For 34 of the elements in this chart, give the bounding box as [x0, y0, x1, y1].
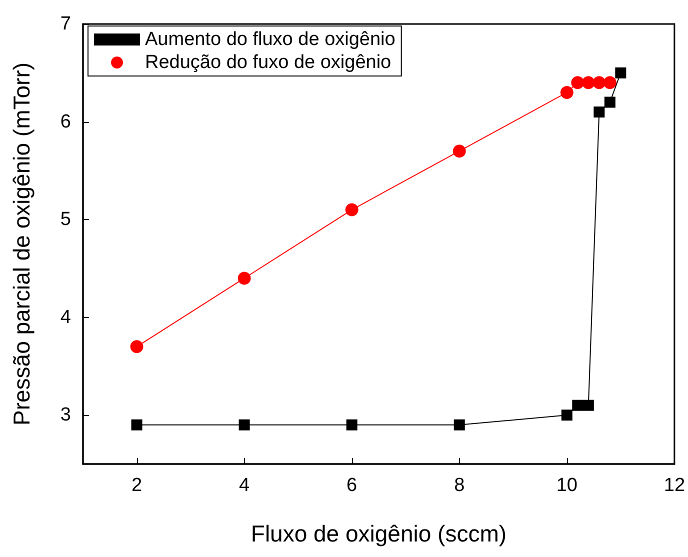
y-tick-label: 6 — [60, 111, 71, 132]
legend-label: Redução do fuxo de oxigênio — [145, 52, 392, 73]
point — [238, 272, 251, 285]
point — [604, 96, 616, 108]
point — [571, 76, 584, 90]
x-tick-label: 10 — [556, 475, 578, 496]
x-tick-label: 8 — [454, 475, 465, 496]
x-tick-label: 12 — [664, 475, 686, 496]
point — [131, 419, 142, 430]
point — [561, 410, 572, 421]
point — [603, 76, 616, 90]
y-tick-label: 5 — [60, 209, 71, 230]
x-axis-title: Fluxo de oxigênio (sccm) — [250, 520, 507, 546]
y-tick-label: 4 — [60, 306, 72, 328]
point — [582, 400, 594, 411]
y-tick-label: 7 — [60, 14, 71, 34]
y-tick-label: 3 — [60, 404, 71, 426]
point — [238, 419, 250, 430]
point — [345, 203, 358, 216]
x-tick-label: 4 — [239, 475, 250, 496]
point — [592, 76, 606, 90]
point — [572, 400, 584, 411]
point — [594, 106, 605, 118]
point — [582, 76, 595, 90]
point — [452, 144, 466, 158]
x-tick-label: 2 — [131, 475, 142, 496]
point — [615, 67, 626, 78]
point — [346, 419, 358, 430]
legend-label: Aumento do fluxo de oxigênio — [145, 29, 396, 50]
point — [560, 86, 574, 99]
point — [454, 419, 465, 430]
point — [130, 340, 144, 354]
x-tick-label: 6 — [346, 475, 358, 496]
y-axis-title: Pressão parcial de oxigênio (mTorr) — [8, 62, 34, 426]
